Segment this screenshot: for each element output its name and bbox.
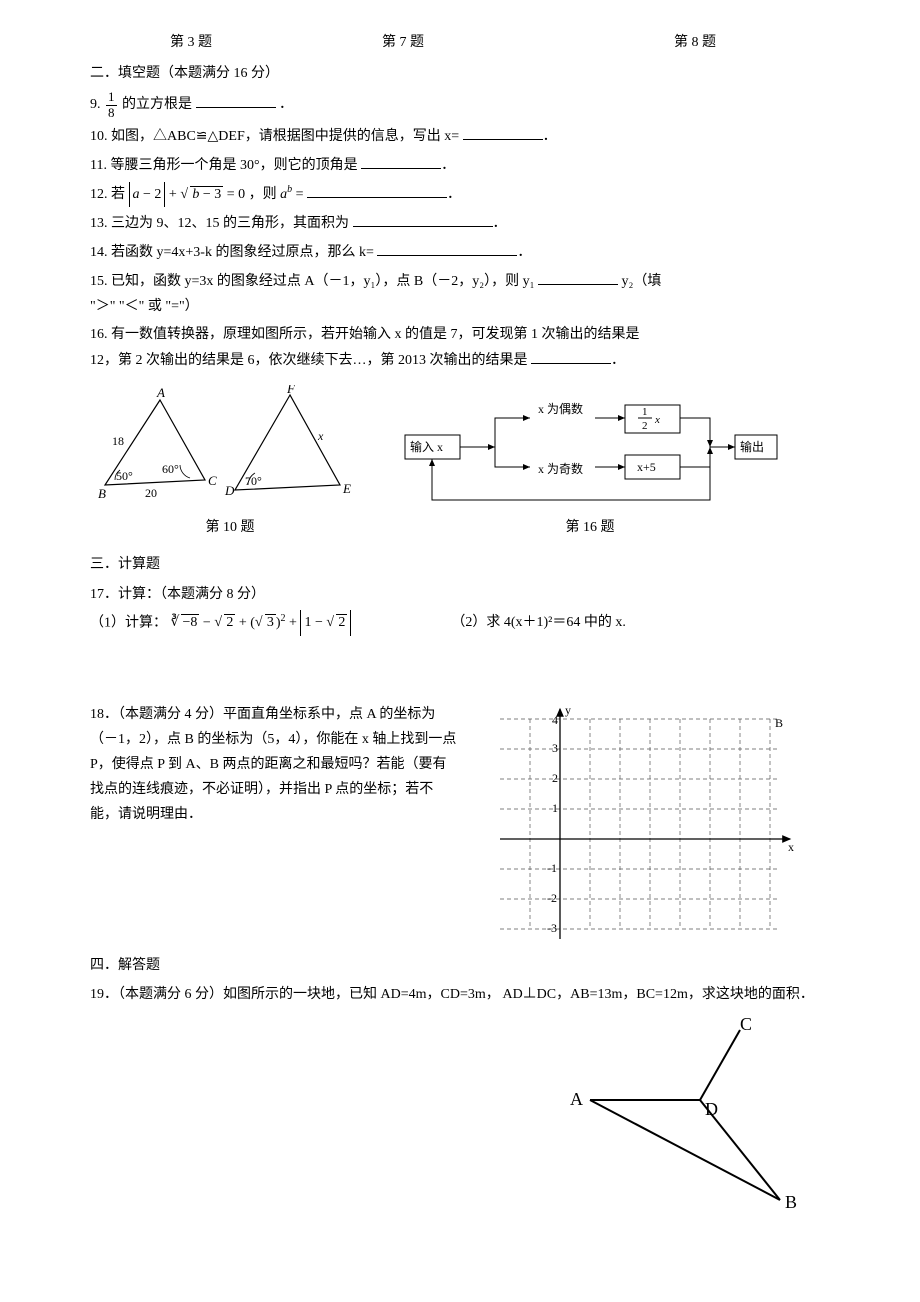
tick-m1y: -1 <box>547 861 557 875</box>
section-4-title: 四．解答题 <box>90 953 830 978</box>
q12-mid: ，则 <box>249 187 277 202</box>
question-12: 12. 若 a − 2 + b − 3 = 0 ，则 ab = ． <box>90 181 830 207</box>
q15-blank <box>538 268 618 285</box>
flowchart-svg: 输入 x x 为偶数 x 为奇数 x+5 输出 1 2 x <box>400 385 780 515</box>
land-svg: A B C D <box>530 1010 830 1210</box>
q17-part2: （2）求 4(x＋1)²＝64 中的 x. <box>451 610 626 636</box>
fc-input: 输入 x <box>410 439 443 454</box>
land-B: B <box>785 1192 797 1210</box>
coord-grid-svg: y x B 1 2 3 4 -1 -2 -3 <box>480 699 800 949</box>
q17-part1: （1）计算： −8 − 2 + (3)2 + 1 − 2 <box>90 610 351 636</box>
q9-num: 9. <box>90 97 101 112</box>
section-2-title: 二．填空题（本题满分 16 分） <box>90 61 830 86</box>
axis-y-label: y <box>565 703 571 717</box>
q16-text-b: 12，第 2 次输出的结果是 6，依次继续下去…，第 2013 次输出的结果是 <box>90 353 528 368</box>
question-13: 13. 三边为 9、12、15 的三角形，其面积为 ． <box>90 210 830 236</box>
lbl-A: A <box>156 385 165 400</box>
side-x: x <box>317 429 324 443</box>
side-18: 18 <box>112 434 124 448</box>
tick-1y: 1 <box>552 801 558 815</box>
figure-q16: 输入 x x 为偶数 x 为奇数 x+5 输出 1 2 x <box>400 385 780 540</box>
q9-fraction: 18 <box>106 90 117 120</box>
ang-70: 70° <box>245 474 262 488</box>
tick-3y: 3 <box>552 741 558 755</box>
question-15: 15. 已知，函数 y=3x 的图象经过点 A（－1，y₁），点 B（－2，y₂… <box>90 268 830 319</box>
fc-even: x 为偶数 <box>538 401 583 416</box>
ref-q8: 第 8 题 <box>674 30 716 55</box>
q10-blank <box>463 123 543 140</box>
triangles-svg: A B C F D E 18 20 50° 60° 70° x <box>90 385 370 515</box>
q13-blank <box>353 210 493 227</box>
q12-pre: 12. 若 <box>90 187 125 202</box>
q18-block: 18．（本题满分 4 分）平面直角坐标系中，点 A 的坐标为（－1，2），点 B… <box>90 699 830 949</box>
fc-frac-num: 1 <box>642 406 648 418</box>
fc-output: 输出 <box>740 439 764 454</box>
question-17-title: 17．计算：（本题满分 8 分） <box>90 582 830 607</box>
q16-text-a: 16. 有一数值转换器，原理如图所示，若开始输入 x 的值是 7，可发现第 1 … <box>90 327 640 342</box>
question-18: 18．（本题满分 4 分）平面直角坐标系中，点 A 的坐标为（－1，2），点 B… <box>90 702 460 828</box>
lbl-D: D <box>224 483 235 498</box>
q9-text: 的立方根是 <box>122 97 192 112</box>
land-A: A <box>570 1089 583 1109</box>
figure-q10: A B C F D E 18 20 50° 60° 70° x 第 10 题 <box>90 385 370 540</box>
fc-odd: x 为奇数 <box>538 461 583 476</box>
q15-text-b: y₂（填 <box>622 274 662 289</box>
grid-B: B <box>775 716 783 730</box>
question-9: 9. 18 的立方根是 ． <box>90 90 830 120</box>
q13-text: 13. 三边为 9、12、15 的三角形，其面积为 <box>90 216 349 231</box>
ref-q7: 第 7 题 <box>382 30 424 55</box>
tick-2y: 2 <box>552 771 558 785</box>
figure-row-q10-q16: A B C F D E 18 20 50° 60° 70° x 第 10 题 <box>90 385 830 540</box>
question-11: 11. 等腰三角形一个角是 30°，则它的顶角是 ． <box>90 152 830 178</box>
figure-q18-grid: y x B 1 2 3 4 -1 -2 -3 <box>480 699 800 949</box>
lbl-B: B <box>98 486 106 501</box>
fc-frac-x: x <box>654 414 660 426</box>
q14-blank <box>377 239 517 256</box>
figure-q19: A B C D <box>90 1010 830 1210</box>
figure-refs-row: 第 3 题 第 7 题 第 8 题 <box>90 30 830 55</box>
q16-blank <box>531 347 611 364</box>
question-19: 19．（本题满分 6 分）如图所示的一块地，已知 AD=4m，CD=3m， AD… <box>90 982 830 1007</box>
figcap-q16: 第 16 题 <box>400 515 780 540</box>
q9-blank <box>196 92 276 109</box>
q15-text-a: 15. 已知，函数 y=3x 的图象经过点 A（－1，y₁），点 B（－2，y₂… <box>90 274 535 289</box>
side-20: 20 <box>145 486 157 500</box>
question-17-parts: （1）计算： −8 − 2 + (3)2 + 1 − 2 （2）求 4(x＋1)… <box>90 610 830 636</box>
tick-m3y: -3 <box>547 921 557 935</box>
lbl-C: C <box>208 473 217 488</box>
land-D: D <box>705 1099 718 1119</box>
q9-period: ． <box>279 97 293 112</box>
q11-text: 11. 等腰三角形一个角是 30°，则它的顶角是 <box>90 158 358 173</box>
fc-xp5: x+5 <box>637 460 656 474</box>
question-10: 10. 如图，△ABC≌△DEF，请根据图中提供的信息，写出 x= ． <box>90 123 830 149</box>
q14-text: 14. 若函数 y=4x+3-k 的图象经过原点，那么 k= <box>90 245 374 260</box>
q11-blank <box>361 152 441 169</box>
q10-text: 10. 如图，△ABC≌△DEF，请根据图中提供的信息，写出 x= <box>90 129 459 144</box>
lbl-E: E <box>342 481 351 496</box>
q17-1-pre: （1）计算： <box>90 615 167 630</box>
q12-blank <box>307 181 447 198</box>
ang-60: 60° <box>162 462 179 476</box>
q17-sqrt2a: 2 <box>214 610 235 635</box>
q12-sqrt: b − 3 <box>180 182 223 207</box>
q17-cbrt: −8 <box>171 610 200 635</box>
q15-text-c: "＞" "＜" 或 "="） <box>90 299 199 314</box>
tick-m2y: -2 <box>547 891 557 905</box>
section-3-title: 三．计算题 <box>90 552 830 577</box>
question-16: 16. 有一数值转换器，原理如图所示，若开始输入 x 的值是 7，可发现第 1 … <box>90 322 830 373</box>
land-C: C <box>740 1014 752 1034</box>
tick-4y: 4 <box>552 713 558 727</box>
ref-q3: 第 3 题 <box>170 30 212 55</box>
fc-frac-den: 2 <box>642 420 648 432</box>
axis-x-label: x <box>788 840 794 854</box>
q17-abs: 1 − 2 <box>300 610 351 635</box>
q12-abs: a − 2 <box>129 182 166 207</box>
question-14: 14. 若函数 y=4x+3-k 的图象经过原点，那么 k= ． <box>90 239 830 265</box>
figcap-q10: 第 10 题 <box>90 515 370 540</box>
q17-sqrt3: 3 <box>255 610 276 635</box>
lbl-F: F <box>286 385 296 396</box>
q12-eq: = <box>296 187 304 202</box>
